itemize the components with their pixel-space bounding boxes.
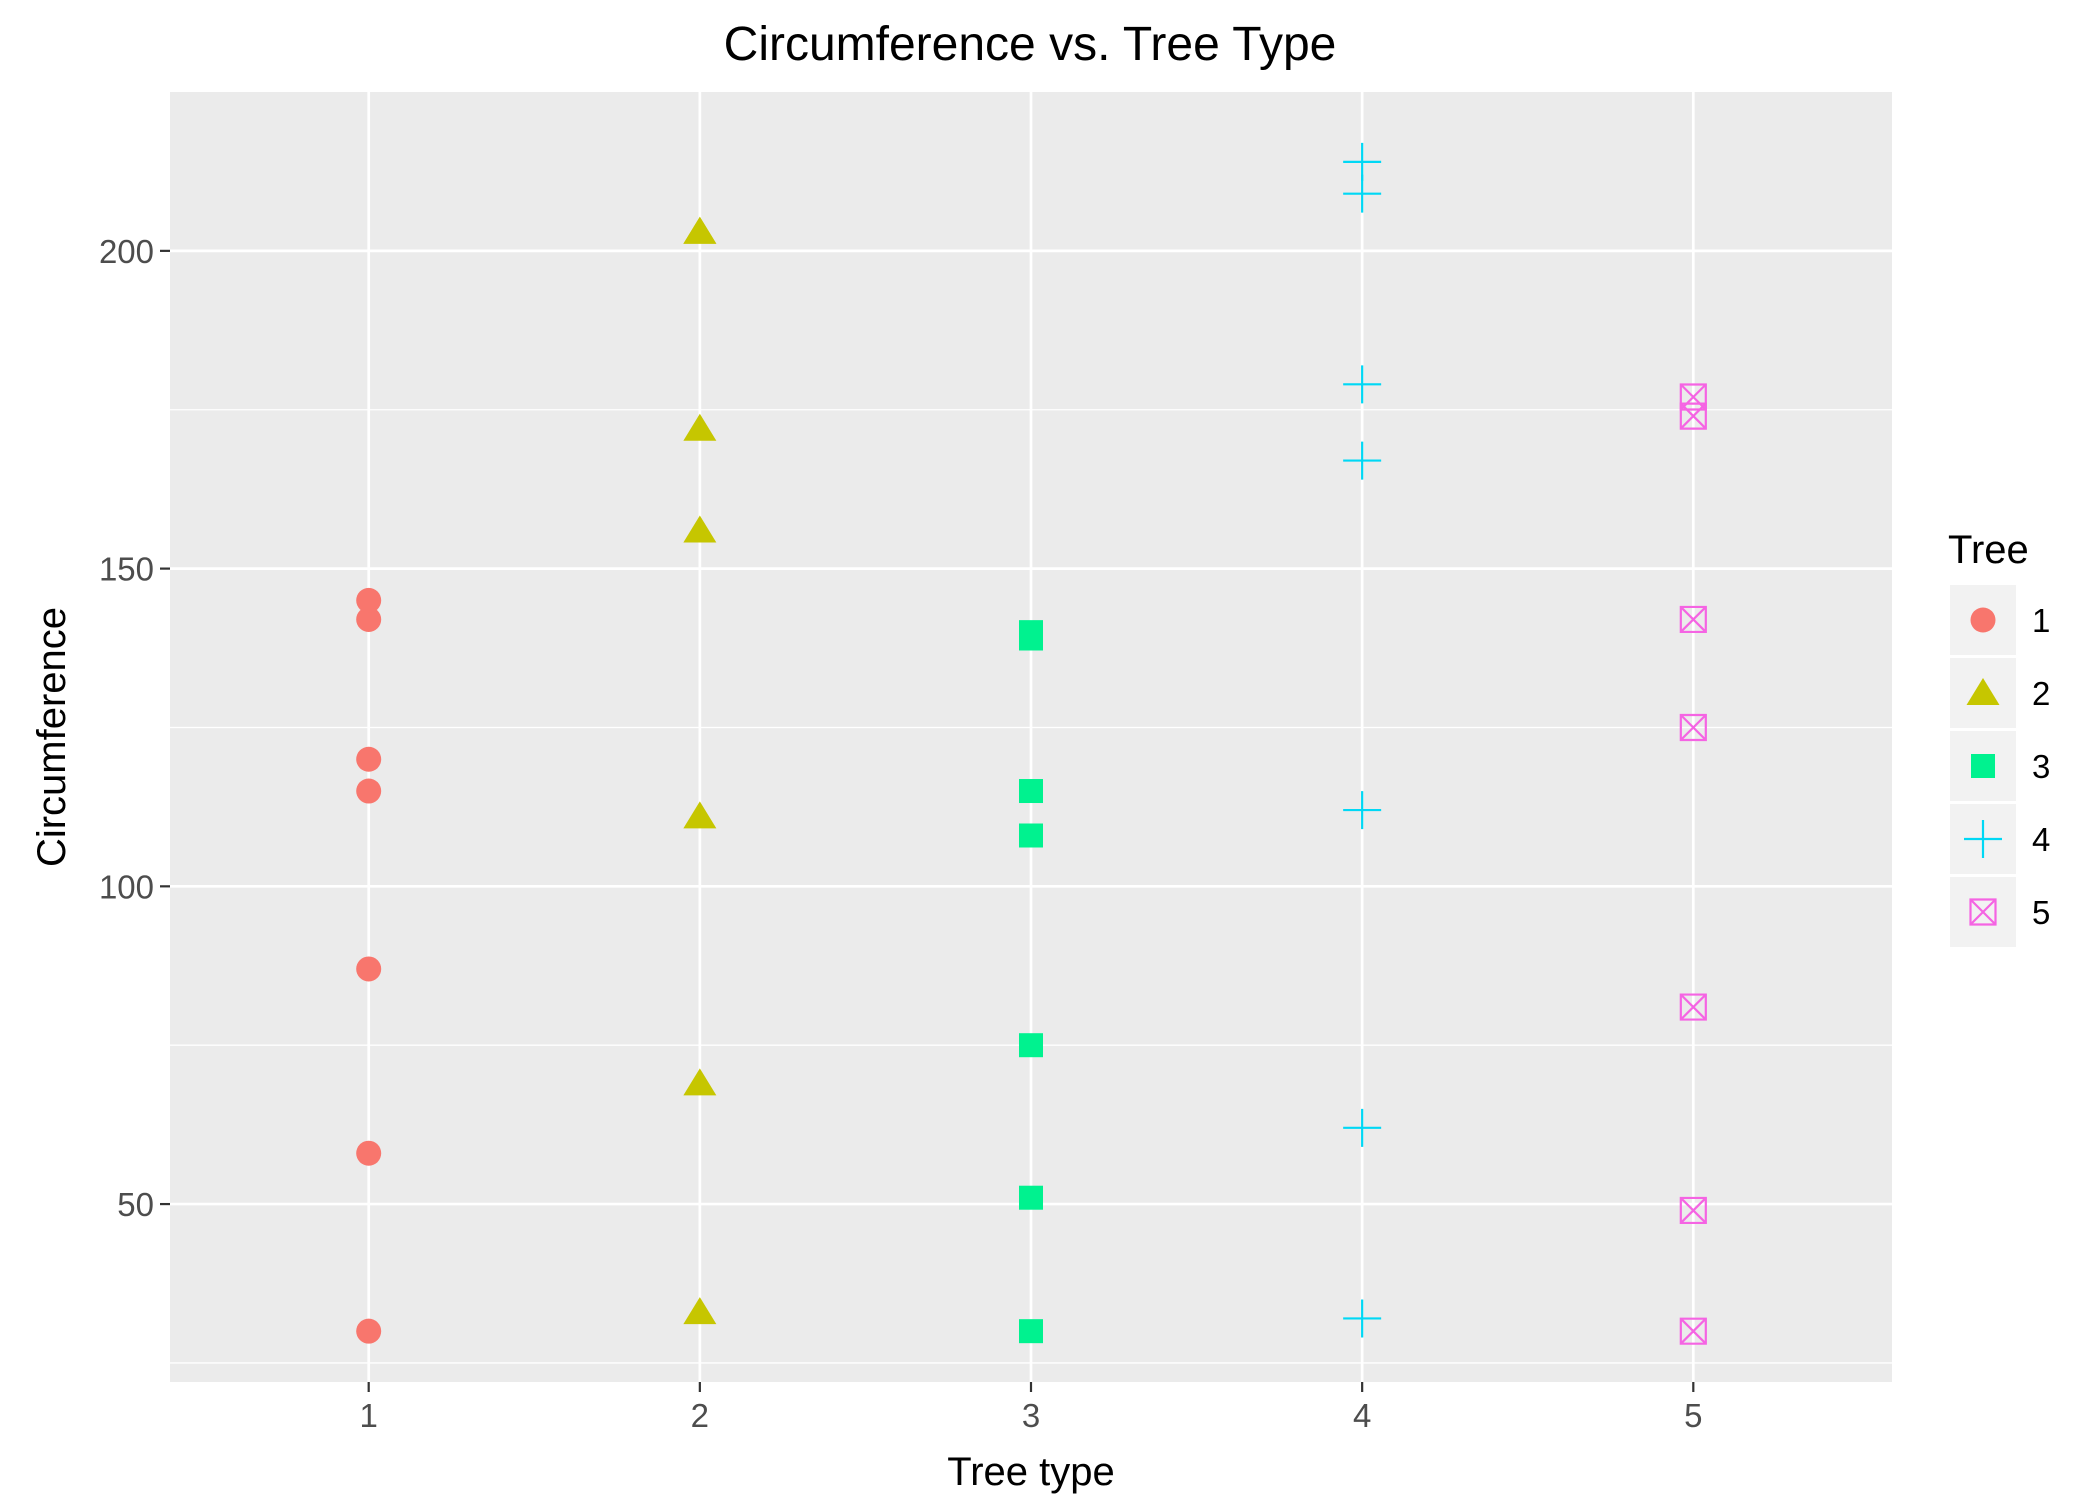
data-point-tree-3: [1019, 1033, 1043, 1058]
data-point-tree-4: [1343, 441, 1382, 480]
data-point-tree-5: [1679, 993, 1707, 1021]
data-point-tree-4: [1343, 365, 1382, 404]
data-point-tree-1: [356, 778, 382, 804]
data-point-tree-2: [683, 801, 717, 829]
legend-title: Tree: [1948, 528, 2029, 572]
y-tick-label: 100: [99, 868, 154, 905]
data-point-tree-5: [1679, 713, 1707, 742]
legend-label-tree-3: 3: [2032, 748, 2050, 785]
data-point-tree-5: [1679, 605, 1707, 634]
chart-title: Circumference vs. Tree Type: [724, 18, 1337, 71]
data-point-tree-3: [1019, 823, 1043, 848]
data-points: [356, 142, 1707, 1345]
data-point-tree-4: [1343, 1108, 1382, 1147]
legend-key-tree-1: [1970, 607, 1996, 633]
data-point-tree-4: [1343, 1299, 1382, 1338]
y-tick-label: 150: [99, 551, 154, 588]
x-tick-label: 3: [1022, 1397, 1040, 1434]
data-point-tree-1: [356, 587, 382, 613]
legend-label-tree-1: 1: [2032, 602, 2050, 639]
legend: Tree 1 2 3 4 5: [1948, 528, 2050, 947]
data-point-tree-1: [356, 1140, 382, 1166]
data-point-tree-5: [1679, 1317, 1707, 1345]
data-point-tree-1: [356, 606, 382, 632]
x-axis: 1 2 3 4 5: [360, 1382, 1702, 1434]
data-point-tree-1: [356, 746, 382, 772]
x-axis-title: Tree type: [947, 1450, 1114, 1494]
legend-key-tree-3: [1971, 754, 1995, 778]
x-tick-label: 2: [691, 1397, 709, 1434]
data-point-tree-1: [356, 956, 382, 982]
legend-key-tree-4: [1964, 820, 2002, 858]
legend-key-tree-5: [1969, 898, 1997, 926]
x-tick-label: 5: [1684, 1397, 1702, 1434]
legend-key-tree-2: [1966, 678, 2000, 705]
data-point-tree-4: [1343, 174, 1382, 213]
data-point-tree-3: [1019, 620, 1043, 645]
data-point-tree-5: [1679, 383, 1707, 411]
x-tick-label: 4: [1353, 1397, 1371, 1434]
data-point-tree-5: [1679, 402, 1707, 430]
data-point-tree-5: [1679, 1196, 1707, 1225]
major-gridlines: [170, 92, 1892, 1382]
data-point-tree-2: [683, 413, 717, 441]
y-tick-label: 50: [117, 1186, 154, 1223]
data-point-tree-2: [683, 216, 717, 244]
data-point-tree-2: [683, 1068, 717, 1096]
data-point-tree-3: [1019, 1319, 1043, 1344]
y-axis-title: Circumference: [30, 607, 74, 867]
data-point-tree-2: [683, 515, 717, 543]
data-point-tree-2: [683, 1297, 717, 1325]
data-point-tree-3: [1019, 1185, 1043, 1210]
legend-label-tree-5: 5: [2032, 894, 2050, 931]
legend-label-tree-4: 4: [2032, 821, 2050, 858]
data-point-tree-4: [1343, 142, 1382, 181]
data-point-tree-1: [356, 1318, 382, 1344]
y-axis: 50 100 150 200: [99, 233, 170, 1223]
legend-label-tree-2: 2: [2032, 675, 2050, 712]
y-tick-label: 200: [99, 233, 154, 270]
x-tick-label: 1: [360, 1397, 378, 1434]
data-point-tree-4: [1343, 791, 1382, 830]
data-point-tree-3: [1019, 779, 1043, 804]
